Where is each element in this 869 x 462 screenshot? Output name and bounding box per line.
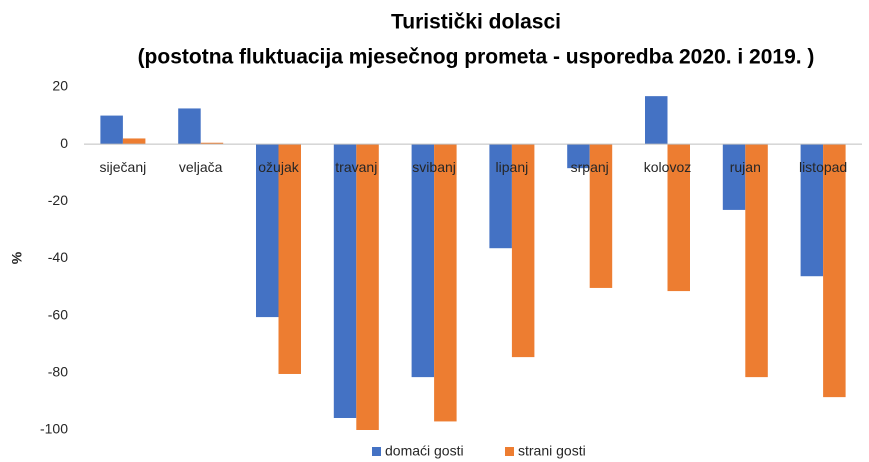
legend-label: domaći gosti [385, 443, 464, 459]
bar [511, 144, 535, 358]
x-tick-label: rujan [730, 159, 761, 175]
bar [589, 144, 613, 288]
y-tick-label: 0 [60, 135, 68, 151]
bar [722, 144, 746, 210]
bar [800, 144, 824, 277]
y-tick-label: -20 [48, 192, 68, 208]
legend-swatch [505, 447, 514, 456]
legend-label: strani gosti [518, 443, 586, 459]
x-tick-label: lipanj [496, 159, 529, 175]
x-tick-label: srpanj [571, 159, 609, 175]
y-axis-label: % [9, 251, 25, 264]
chart-title: Turistički dolasci [391, 11, 561, 34]
x-tick-label: svibanj [412, 159, 456, 175]
bar [645, 96, 668, 145]
y-tick-label: -80 [48, 364, 68, 380]
y-tick-label: 20 [52, 78, 68, 94]
bar [823, 144, 846, 398]
bar [256, 144, 279, 318]
bar [745, 144, 768, 378]
bar [489, 144, 512, 249]
bar [200, 142, 224, 145]
bar [100, 115, 123, 145]
bar [567, 144, 590, 169]
x-tick-label: travanj [335, 159, 377, 175]
x-tick-label: veljača [179, 159, 223, 175]
x-tick-label: listopad [799, 159, 847, 175]
chart-title: (postotna fluktuacija mjesečnog prometa … [138, 46, 815, 69]
bar [333, 144, 357, 418]
y-tick-label: -100 [40, 421, 68, 437]
y-tick-label: -40 [48, 249, 68, 265]
y-tick-label: -60 [48, 306, 68, 322]
legend-swatch [372, 447, 381, 456]
x-tick-label: kolovoz [644, 159, 691, 175]
bar [278, 144, 301, 374]
bar [667, 144, 690, 292]
bar [122, 138, 146, 145]
bar [356, 144, 379, 430]
bar [411, 144, 435, 378]
x-tick-label: siječanj [100, 159, 147, 175]
x-tick-label: ožujak [258, 159, 299, 175]
bar [434, 144, 457, 422]
bar [178, 108, 201, 145]
